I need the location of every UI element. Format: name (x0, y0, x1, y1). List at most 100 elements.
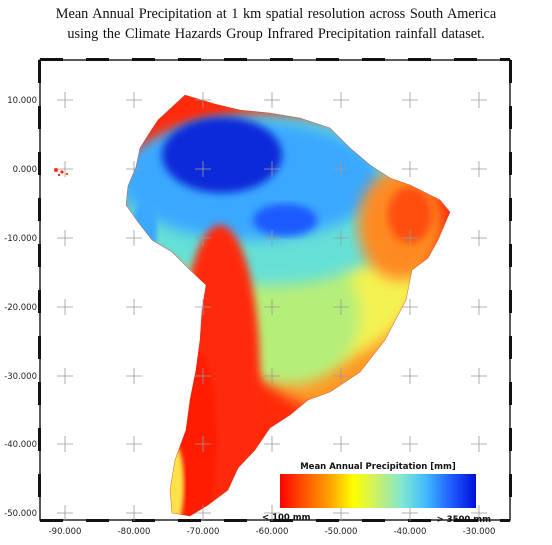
frame-segment (38, 152, 41, 175)
lon-tick-label: -30.000 (463, 527, 496, 537)
frame-segment (178, 58, 201, 61)
lon-tick-label: -70.000 (187, 527, 220, 537)
graticule-cross (402, 436, 418, 452)
graticule-cross (264, 92, 280, 108)
graticule-cross (264, 299, 280, 315)
frame-segment (408, 58, 431, 61)
graticule-cross (333, 230, 349, 246)
lat-tick-label: -40.000 (4, 440, 37, 450)
graticule-cross (195, 161, 211, 177)
graticule-cross (126, 299, 142, 315)
graticule-cross (471, 161, 487, 177)
graticule-cross (126, 230, 142, 246)
graticule-cross (195, 92, 211, 108)
graticule-cross (471, 368, 487, 384)
graticule-cross (333, 92, 349, 108)
graticule-cross (264, 161, 280, 177)
frame-segment (178, 519, 201, 522)
frame-segment (132, 58, 155, 61)
frame-segment (454, 58, 477, 61)
graticule-cross (264, 368, 280, 384)
graticule-cross (471, 299, 487, 315)
graticule-cross (57, 92, 73, 108)
lon-tick-label: -50.000 (325, 527, 358, 537)
frame-segment (40, 519, 63, 522)
graticule-cross (402, 92, 418, 108)
frame-segment (38, 474, 41, 497)
graticule-cross (333, 368, 349, 384)
legend-color-bar (280, 474, 476, 508)
lat-tick-label: -30.000 (4, 372, 37, 382)
frame-segment (509, 336, 512, 359)
frame-segment (509, 428, 512, 451)
lon-tick-label: -60.000 (256, 527, 289, 537)
graticule-cross (126, 436, 142, 452)
frame-segment (38, 290, 41, 313)
lon-tick-label: -40.000 (394, 527, 427, 537)
frame-segment (509, 382, 512, 405)
frame-segment (362, 58, 385, 61)
graticule-cross (195, 230, 211, 246)
graticule-cross (333, 161, 349, 177)
frame-segment (316, 519, 339, 522)
graticule-cross (471, 92, 487, 108)
graticule (57, 92, 487, 521)
legend-max-label: > 3500 mm (437, 515, 492, 525)
frame-segment (132, 519, 155, 522)
frame-segment (316, 58, 339, 61)
graticule-cross (264, 436, 280, 452)
frame-segment (454, 519, 477, 522)
graticule-cross (333, 436, 349, 452)
lon-tick-label: -90.000 (49, 527, 82, 537)
graticule-cross (57, 505, 73, 521)
frame-segment (224, 519, 247, 522)
graticule-cross (57, 436, 73, 452)
lon-tick-label: -80.000 (118, 527, 151, 537)
frame-segment (500, 519, 510, 522)
frame-segment (509, 244, 512, 267)
lat-tick-label: -50.000 (4, 509, 37, 519)
graticule-cross (471, 505, 487, 521)
graticule-cross (264, 505, 280, 521)
caption-line-1: Mean Annual Precipitation at 1 km spatia… (55, 6, 497, 22)
frame-segment (38, 106, 41, 129)
frame-segment (86, 58, 109, 61)
frame-segment (509, 60, 512, 83)
frame-segment (509, 198, 512, 221)
graticule-cross (402, 161, 418, 177)
graticule-cross (126, 505, 142, 521)
graticule-cross (57, 299, 73, 315)
frame-segment (500, 58, 510, 61)
lat-tick-label: -10.000 (4, 234, 37, 244)
graticule-cross (57, 368, 73, 384)
longitude-labels: -90.000 -80.000 -70.000 -60.000 -50.000 … (49, 527, 496, 537)
graticule-cross (402, 230, 418, 246)
galapagos-islands (54, 168, 69, 177)
graticule-cross (126, 368, 142, 384)
graticule-cross (126, 92, 142, 108)
graticule-cross (471, 230, 487, 246)
graticule-cross (195, 505, 211, 521)
frame-segment (509, 152, 512, 175)
frame-segment (362, 519, 385, 522)
frame-segment (509, 474, 512, 497)
frame-segment (38, 336, 41, 359)
graticule-cross (195, 436, 211, 452)
lat-tick-label: 0.000 (13, 165, 37, 175)
frame-segment (38, 60, 41, 83)
lat-tick-label: 10.000 (7, 96, 37, 106)
graticule-cross (195, 299, 211, 315)
graticule-cross (195, 368, 211, 384)
frame-segment (86, 519, 109, 522)
frame-segment (38, 382, 41, 405)
frame-border (38, 58, 512, 522)
frame-segment (509, 290, 512, 313)
graticule-cross (333, 299, 349, 315)
figure-caption: Mean Annual Precipitation at 1 km spatia… (6, 4, 546, 44)
graticule-cross (264, 230, 280, 246)
graticule-cross (126, 161, 142, 177)
frame-segment (38, 428, 41, 451)
frame-segment (408, 519, 431, 522)
graticule-cross (402, 299, 418, 315)
